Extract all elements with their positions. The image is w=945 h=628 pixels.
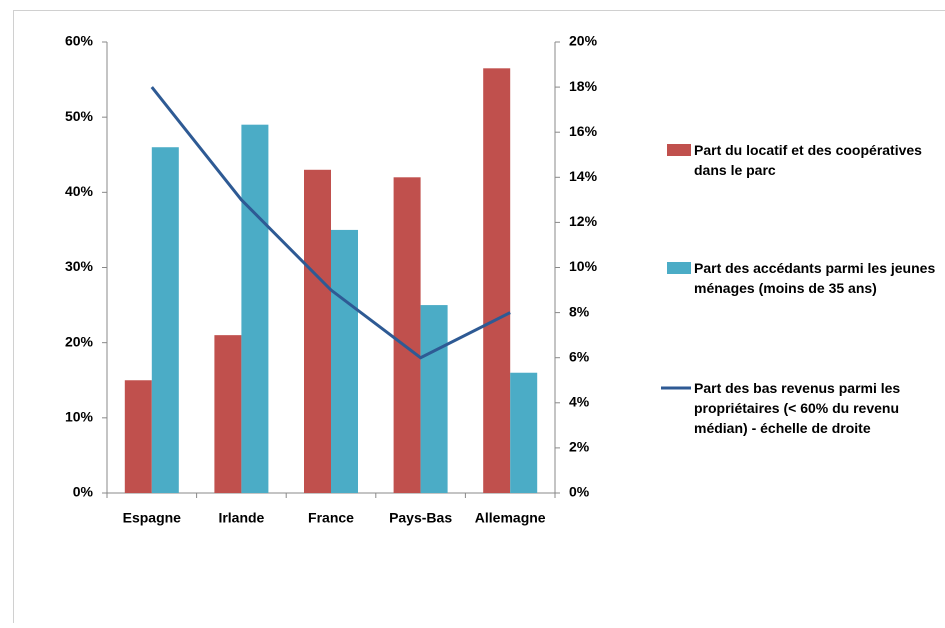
x-tick-label: Irlande — [218, 510, 264, 526]
x-tick-label: Espagne — [123, 510, 182, 526]
legend-swatch — [667, 262, 691, 274]
y-tick-label: 60% — [65, 33, 94, 49]
bar — [152, 147, 179, 493]
y2-tick-label: 6% — [569, 348, 590, 364]
y2-tick-label: 8% — [569, 303, 590, 319]
y-tick-label: 30% — [65, 258, 94, 274]
legend-label: Part du locatif et des coopératives dans… — [694, 140, 939, 180]
bar — [304, 170, 331, 493]
bar — [394, 177, 421, 493]
x-tick-label: France — [308, 510, 354, 526]
legend-label: Part des accédants parmi les jeunes ména… — [694, 258, 939, 298]
bar — [214, 335, 241, 493]
bar — [483, 68, 510, 493]
x-tick-label: Allemagne — [475, 510, 546, 526]
x-tick-label: Pays-Bas — [389, 510, 452, 526]
y-tick-label: 40% — [65, 183, 94, 199]
y2-tick-label: 0% — [569, 484, 590, 500]
bar — [241, 125, 268, 493]
y-tick-label: 10% — [65, 409, 94, 425]
y-tick-label: 50% — [65, 108, 94, 124]
y2-tick-label: 14% — [569, 168, 598, 184]
legend-label: Part des bas revenus parmi les propriéta… — [694, 378, 939, 438]
y2-tick-label: 10% — [569, 258, 598, 274]
bar — [510, 373, 537, 493]
y2-tick-label: 16% — [569, 123, 598, 139]
y2-tick-label: 18% — [569, 78, 598, 94]
y2-tick-label: 4% — [569, 394, 590, 410]
legend-swatch — [667, 144, 691, 156]
y-tick-label: 20% — [65, 333, 94, 349]
bar — [331, 230, 358, 493]
y2-tick-label: 2% — [569, 439, 590, 455]
bar — [421, 305, 448, 493]
y2-tick-label: 12% — [569, 213, 598, 229]
y2-tick-label: 20% — [569, 33, 598, 49]
y-tick-label: 0% — [73, 484, 94, 500]
bar — [125, 380, 152, 493]
